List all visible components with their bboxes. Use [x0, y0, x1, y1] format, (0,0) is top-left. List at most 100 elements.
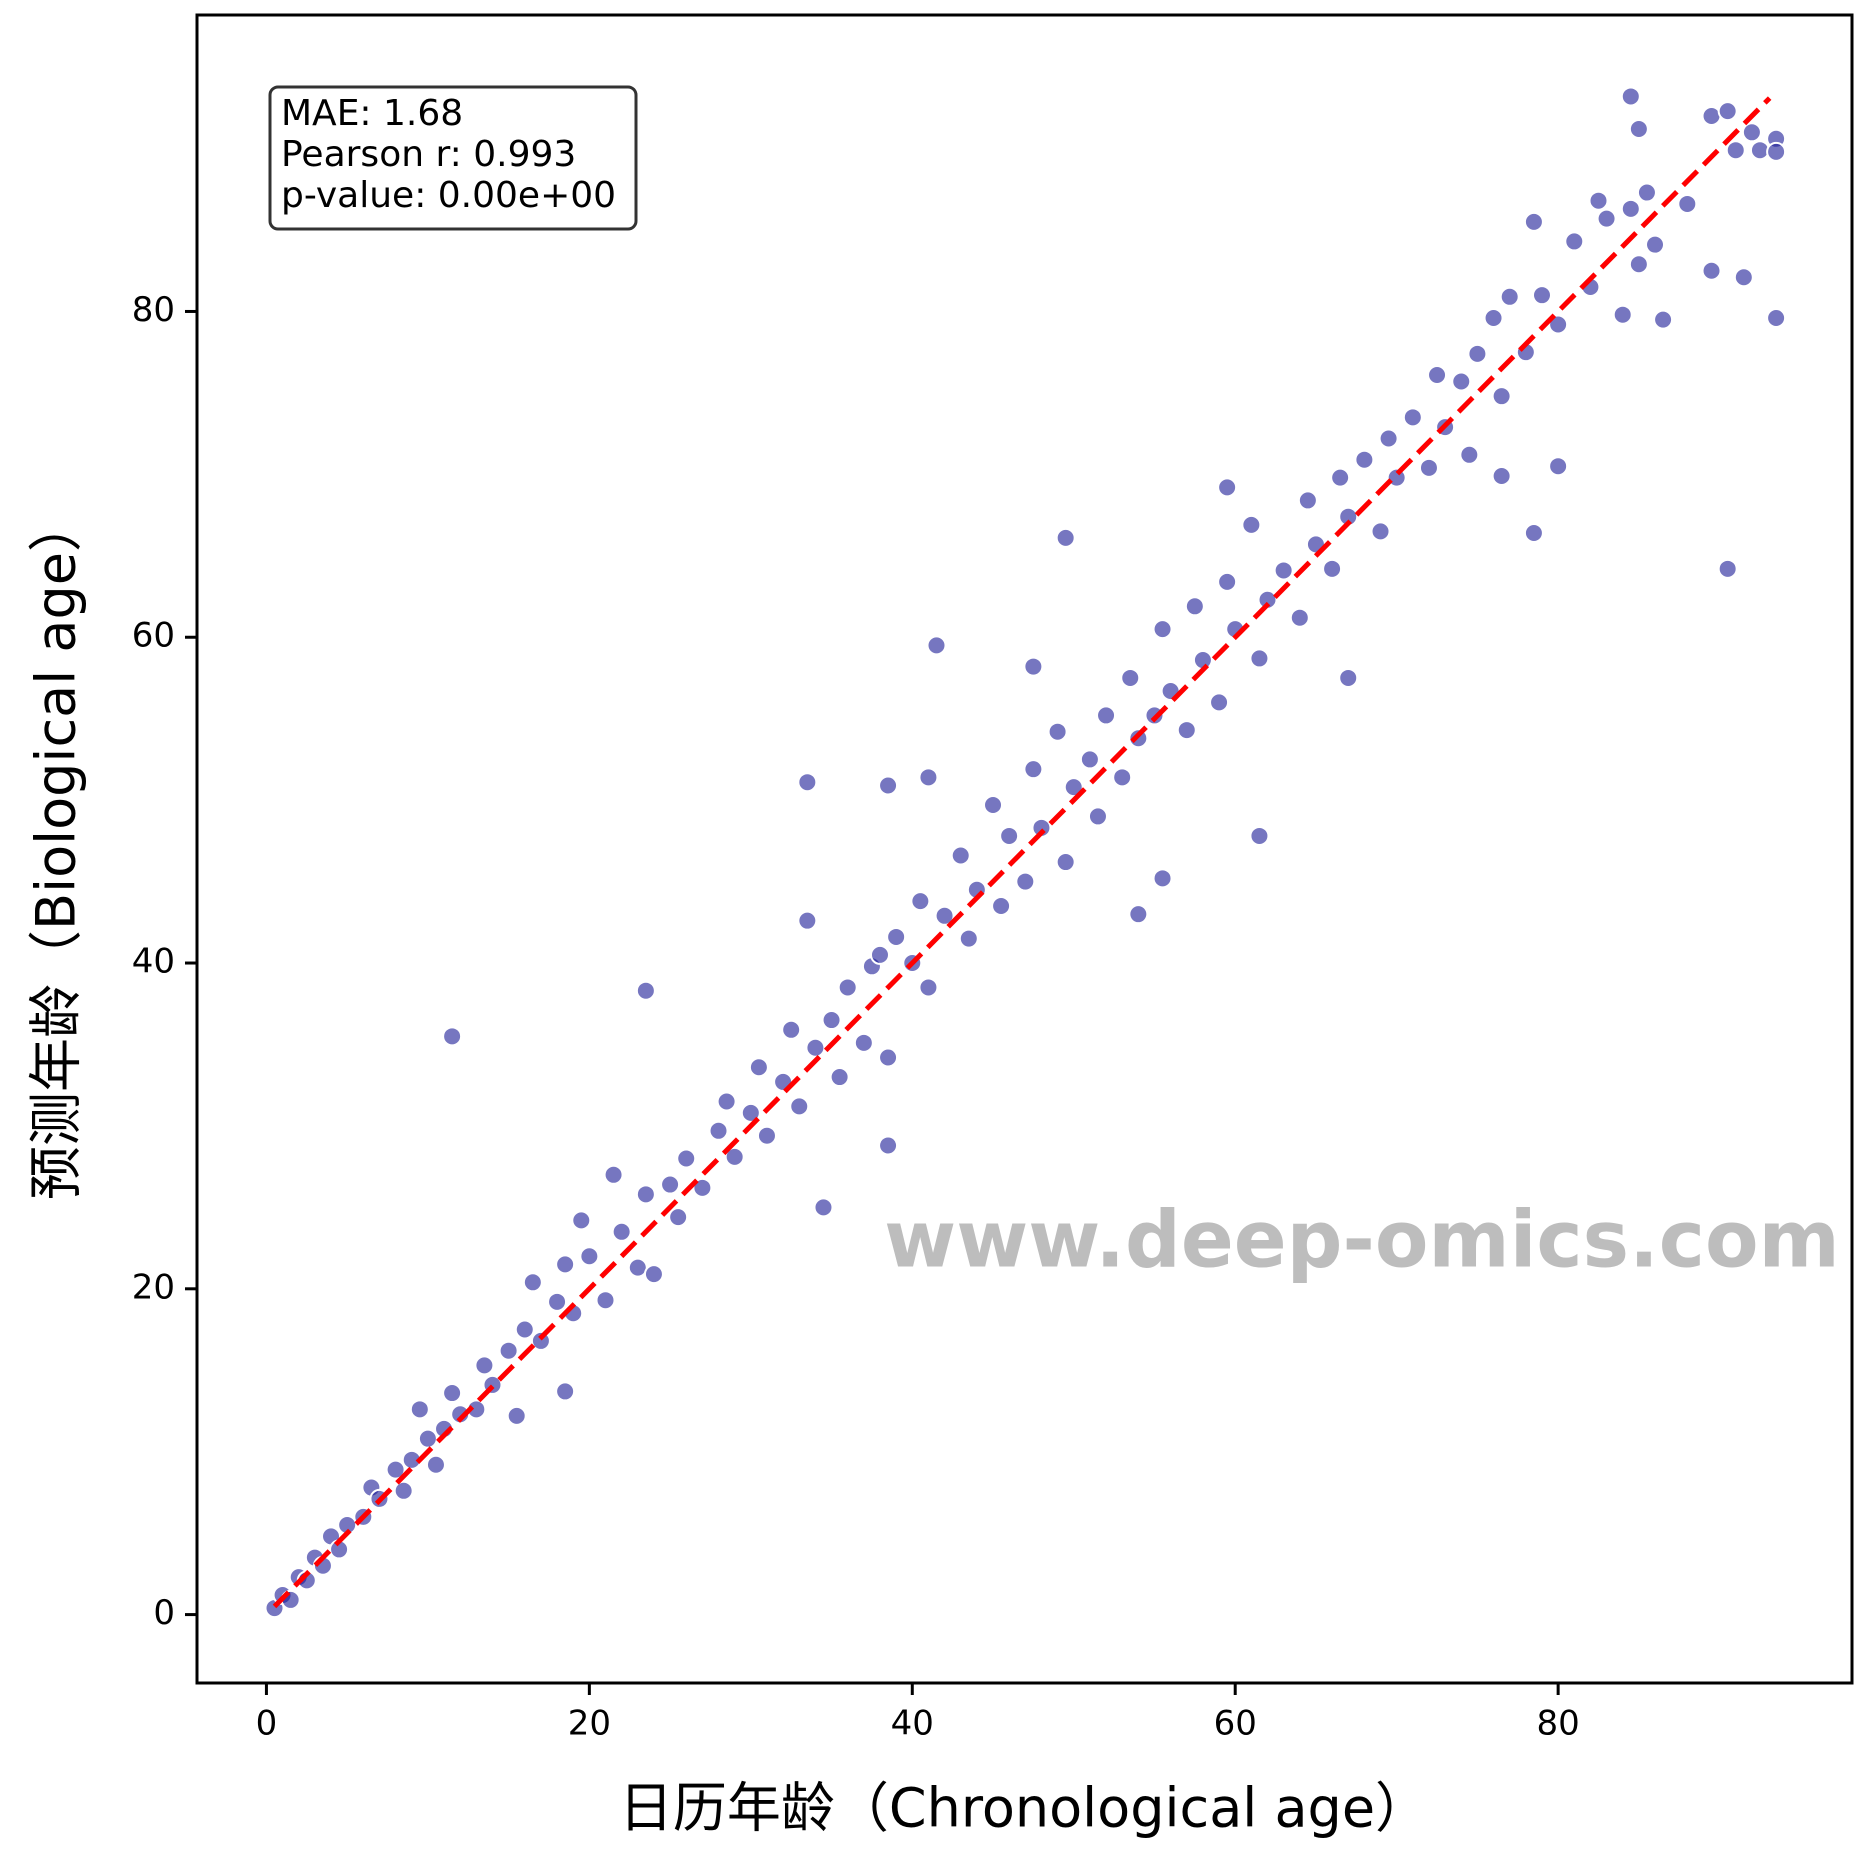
watermark: www.deep-omics.com — [884, 1195, 1840, 1285]
scatter-point — [878, 775, 899, 796]
scatter-point — [611, 1221, 632, 1242]
annotation-box — [268, 85, 638, 231]
scatter-point — [555, 1381, 576, 1402]
scatter-point — [950, 845, 971, 866]
scatter-point — [498, 1340, 519, 1361]
scatter-point — [668, 1207, 689, 1228]
scatter-point — [1023, 759, 1044, 780]
scatter-point — [417, 1428, 438, 1449]
scatter-point — [1491, 465, 1512, 486]
scatter-point — [878, 1135, 899, 1156]
scatter-point — [1523, 522, 1544, 543]
scatter-point — [797, 910, 818, 931]
scatter-point — [1297, 490, 1318, 511]
annotation-line: MAE: 1.68 — [281, 93, 463, 134]
scatter-point — [724, 1146, 745, 1167]
scatter-point — [983, 795, 1004, 816]
scatter-point — [1741, 122, 1762, 143]
scatter-point — [1499, 286, 1520, 307]
scatter-point — [740, 1102, 761, 1123]
scatter-point — [1112, 767, 1133, 788]
scatter-point — [1047, 721, 1068, 742]
scatter-point — [1620, 198, 1641, 219]
scatter-point — [1636, 182, 1657, 203]
scatter-point — [571, 1210, 592, 1231]
scatter-point — [474, 1355, 495, 1376]
scatter-point — [1766, 141, 1787, 162]
scatter-point — [1491, 386, 1512, 407]
scatter-point — [393, 1480, 414, 1501]
scatter-point — [1096, 705, 1117, 726]
scatter-point — [1241, 514, 1262, 535]
scatter-point — [1548, 456, 1569, 477]
scatter-point — [1184, 596, 1205, 617]
scatter-point — [1015, 871, 1036, 892]
scatter-point — [1257, 589, 1278, 610]
scatter-point — [853, 1032, 874, 1053]
scatter-point — [1322, 558, 1343, 579]
x-tick-label: 20 — [568, 1704, 611, 1744]
scatter-point — [409, 1399, 430, 1420]
scatter-point — [1289, 607, 1310, 628]
scatter-point — [1451, 371, 1472, 392]
scatter-point — [708, 1120, 729, 1141]
scatter-point — [797, 772, 818, 793]
annotation-line: p-value: 0.00e+00 — [281, 175, 616, 216]
scatter-point — [910, 891, 931, 912]
scatter-point — [1523, 211, 1544, 232]
scatter-point — [1427, 364, 1448, 385]
scatter-point — [547, 1291, 568, 1312]
scatter-point — [1152, 868, 1173, 889]
scatter-point — [789, 1096, 810, 1117]
scatter-point — [1152, 619, 1173, 640]
scatter-point — [1079, 749, 1100, 770]
scatter-point — [522, 1272, 543, 1293]
annotation-line: Pearson r: 0.993 — [281, 134, 576, 175]
scatter-point — [1087, 806, 1108, 827]
scatter-point — [756, 1125, 777, 1146]
scatter-point — [1418, 457, 1439, 478]
y-axis-label: 预测年龄（Biological age） — [25, 498, 88, 1200]
scatter-point — [1725, 140, 1746, 161]
scatter-point — [1588, 190, 1609, 211]
scatter-point — [805, 1037, 826, 1058]
scatter-point — [716, 1091, 737, 1112]
scatter-point — [1354, 449, 1375, 470]
scatter-point — [813, 1197, 834, 1218]
scatter-point — [635, 1184, 656, 1205]
x-tick-label: 60 — [1214, 1704, 1257, 1744]
scatter-point — [958, 928, 979, 949]
scatter-point — [1483, 307, 1504, 328]
scatter-point — [918, 977, 939, 998]
scatter-point — [1653, 309, 1674, 330]
scatter-point — [1273, 560, 1294, 581]
y-tick-label: 40 — [132, 942, 175, 982]
scatter-point — [837, 977, 858, 998]
scatter-point — [821, 1010, 842, 1031]
scatter-point — [1531, 285, 1552, 306]
scatter-point — [635, 980, 656, 1001]
scatter-point — [1031, 817, 1052, 838]
scatter-point — [385, 1459, 406, 1480]
scatter-point — [991, 896, 1012, 917]
x-tick-label: 40 — [891, 1704, 934, 1744]
scatter-point — [1596, 208, 1617, 229]
scatter-point — [1209, 692, 1230, 713]
scatter-point — [1717, 101, 1738, 122]
scatter-point — [1459, 444, 1480, 465]
scatter-point — [1338, 667, 1359, 688]
scatter-point — [676, 1148, 697, 1169]
scatter-point — [1628, 119, 1649, 140]
scatter-point — [886, 926, 907, 947]
scatter-point — [1766, 307, 1787, 328]
scatter-point — [1467, 343, 1488, 364]
scatter-point — [918, 767, 939, 788]
scatter-point — [579, 1246, 600, 1267]
scatter-point — [660, 1174, 681, 1195]
scatter-point — [1548, 314, 1569, 335]
plot-area: www.deep-omics.com — [264, 86, 1840, 1619]
scatter-point — [1023, 656, 1044, 677]
scatter-point — [999, 825, 1020, 846]
y-tick-label: 0 — [153, 1593, 175, 1633]
